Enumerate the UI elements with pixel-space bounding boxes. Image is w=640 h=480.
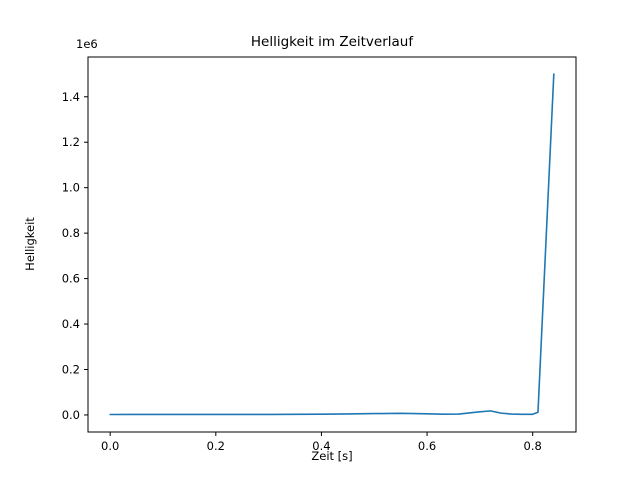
y-axis-offset-label: 1e6: [76, 37, 98, 51]
chart-title: Helligkeit im Zeitverlauf: [250, 34, 414, 50]
y-tick-label: 1.4: [62, 90, 80, 104]
x-tick-label: 0.0: [101, 439, 119, 453]
axes-spines: [87, 56, 577, 433]
y-tick-label: 0.8: [62, 226, 80, 240]
x-axis-label: Zeit [s]: [311, 449, 353, 463]
y-tick-label: 1.2: [62, 135, 80, 149]
y-tick-label: 0.0: [62, 408, 80, 422]
x-tick-label: 0.4: [312, 439, 330, 453]
x-tick-label: 0.8: [524, 439, 542, 453]
y-tick-label: 0.6: [62, 272, 80, 286]
x-tick-label: 0.6: [418, 439, 436, 453]
y-tick-label: 1.0: [62, 181, 80, 195]
data-line: [109, 73, 555, 416]
y-tick-label: 0.4: [62, 317, 80, 331]
y-tick-label: 0.2: [62, 363, 80, 377]
x-tick-label: 0.2: [207, 439, 225, 453]
